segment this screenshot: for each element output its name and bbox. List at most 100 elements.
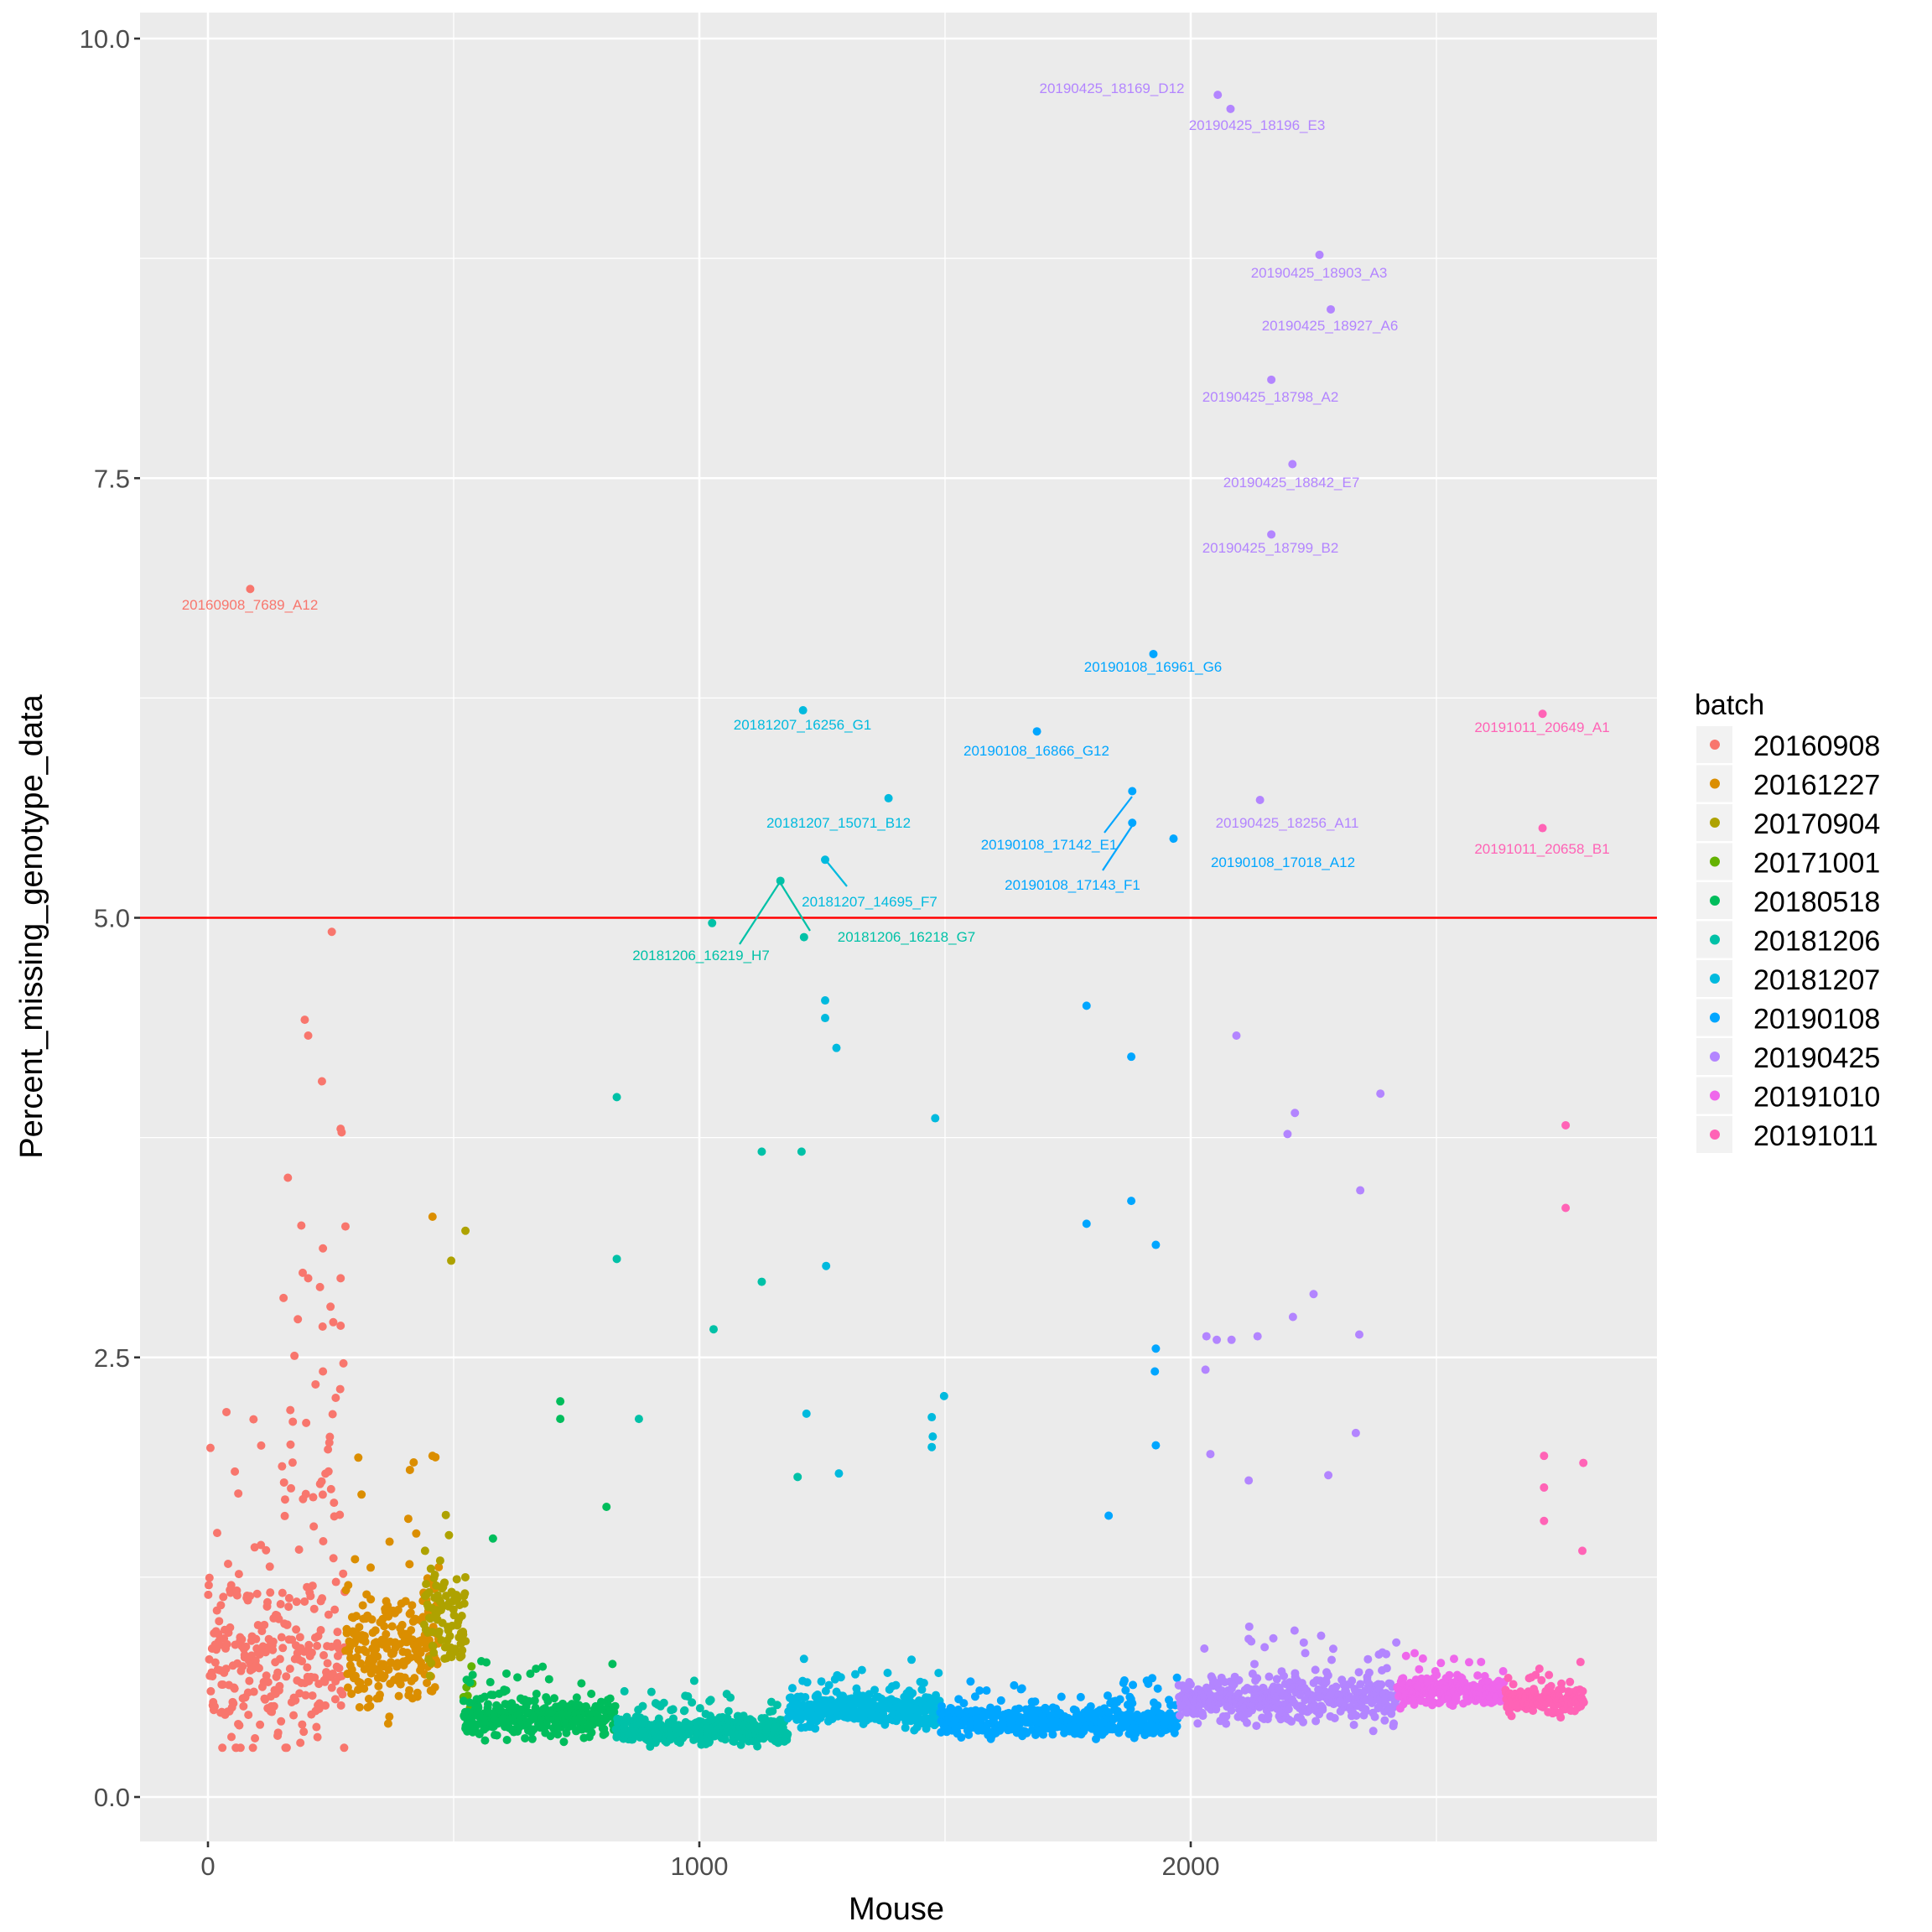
outlier-point [354, 1453, 363, 1462]
point-20190425 [1269, 1633, 1278, 1643]
legend-label: 20190108 [1753, 1004, 1880, 1036]
outlier-point [1579, 1458, 1588, 1467]
point-20161227 [371, 1626, 380, 1635]
point-20190425 [1250, 1659, 1259, 1669]
outlier-point [315, 1282, 325, 1291]
point-20180518 [501, 1685, 511, 1695]
point-20160908 [246, 1592, 255, 1601]
point-20190425 [1301, 1649, 1310, 1658]
point-20160908 [273, 1668, 283, 1677]
point-20161227 [346, 1654, 356, 1663]
point-20160908 [222, 1407, 231, 1416]
point-20190108 [957, 1733, 966, 1742]
outlier-point [304, 1031, 313, 1040]
point-20160908 [285, 1665, 294, 1674]
point-20160908 [296, 1738, 305, 1748]
point-20161227 [384, 1665, 393, 1675]
point-20190425 [1349, 1721, 1358, 1730]
point-20160908 [279, 1293, 288, 1302]
point-20181206 [638, 1701, 647, 1711]
labeled-point [1213, 91, 1223, 100]
outlier-point [1283, 1130, 1292, 1139]
point-20170904 [460, 1572, 470, 1581]
point-20170904 [440, 1578, 449, 1587]
point-20190425 [1222, 1719, 1231, 1728]
point-20161227 [351, 1612, 361, 1621]
point-20180518 [486, 1678, 495, 1687]
point-20180518 [526, 1670, 535, 1679]
point-20180518 [544, 1675, 553, 1684]
point-20190108 [996, 1696, 1005, 1705]
legend-marker-20170904 [1710, 818, 1720, 828]
point-20190108 [1128, 1699, 1137, 1708]
point-20191011 [1578, 1686, 1587, 1696]
point-20190108 [1129, 1680, 1138, 1690]
point-20160908 [339, 1358, 348, 1368]
point-20160908 [326, 1484, 335, 1493]
point-20161227 [405, 1685, 414, 1695]
point-20160908 [224, 1560, 233, 1569]
point-20181207 [802, 1678, 812, 1687]
point-20191011 [1535, 1664, 1544, 1673]
y-tick-label: 0.0 [94, 1783, 130, 1812]
point-20181207 [824, 1680, 834, 1690]
point-20190425 [1287, 1716, 1296, 1726]
point-20190108 [1057, 1692, 1066, 1701]
point-20191011 [1504, 1674, 1513, 1683]
point-20160908 [290, 1351, 299, 1360]
point-20170904 [420, 1546, 429, 1555]
point-20160908 [330, 1695, 340, 1704]
outlier-point [1227, 1335, 1236, 1344]
point-20160908 [331, 1577, 340, 1587]
point-20170904 [460, 1589, 470, 1598]
point-20190425 [1253, 1674, 1262, 1683]
point-20181206 [726, 1693, 735, 1702]
point-20180518 [559, 1737, 569, 1747]
outlier-point [834, 1469, 844, 1478]
point-20160908 [284, 1602, 293, 1612]
labeled-point [1288, 460, 1297, 469]
point-20160908 [313, 1641, 322, 1650]
point-20160908 [276, 1600, 285, 1609]
point-20160908 [311, 1379, 320, 1389]
point-20161227 [403, 1514, 413, 1524]
point-20161227 [352, 1653, 361, 1662]
point-20160908 [289, 1711, 299, 1720]
point-20160908 [274, 1614, 283, 1623]
point-20160908 [317, 1477, 326, 1486]
point-20191010 [1464, 1658, 1473, 1667]
point-labels-layer: 20190425_18169_D12 20190425_18196_E3 20190… [182, 80, 1610, 963]
point-20160908 [236, 1743, 245, 1753]
point-20160908 [283, 1620, 292, 1629]
point-20181206 [680, 1706, 689, 1715]
point-20190425 [1290, 1626, 1299, 1635]
point-20191010 [1477, 1657, 1486, 1666]
point-20181207 [901, 1723, 910, 1732]
point-20190108 [1148, 1674, 1157, 1683]
point-20181206 [659, 1698, 668, 1707]
label-leader-line [1104, 796, 1133, 834]
point-20160908 [230, 1684, 239, 1693]
point-20180518 [549, 1694, 558, 1703]
point-20160908 [338, 1690, 347, 1699]
point-20180518 [480, 1692, 489, 1701]
point-20181206 [689, 1676, 699, 1685]
outlier-point [1202, 1332, 1211, 1341]
outlier-point [304, 1274, 313, 1283]
outlier-point [1309, 1290, 1318, 1299]
point-20160908 [208, 1671, 217, 1680]
point-20181206 [695, 1704, 704, 1713]
outlier-point [461, 1226, 470, 1235]
point-20190425 [1252, 1722, 1261, 1731]
point-20181206 [668, 1705, 678, 1714]
point-20190108 [982, 1686, 991, 1696]
point-20191011 [1557, 1685, 1566, 1694]
point-20161227 [417, 1663, 426, 1672]
point-20191010 [1473, 1671, 1483, 1680]
point-20181207 [870, 1685, 880, 1695]
point-20160908 [328, 1410, 337, 1419]
point-20190425 [1234, 1689, 1244, 1698]
point-20161227 [373, 1652, 382, 1661]
point-20160908 [321, 1701, 330, 1710]
point-20181206 [783, 1730, 792, 1739]
